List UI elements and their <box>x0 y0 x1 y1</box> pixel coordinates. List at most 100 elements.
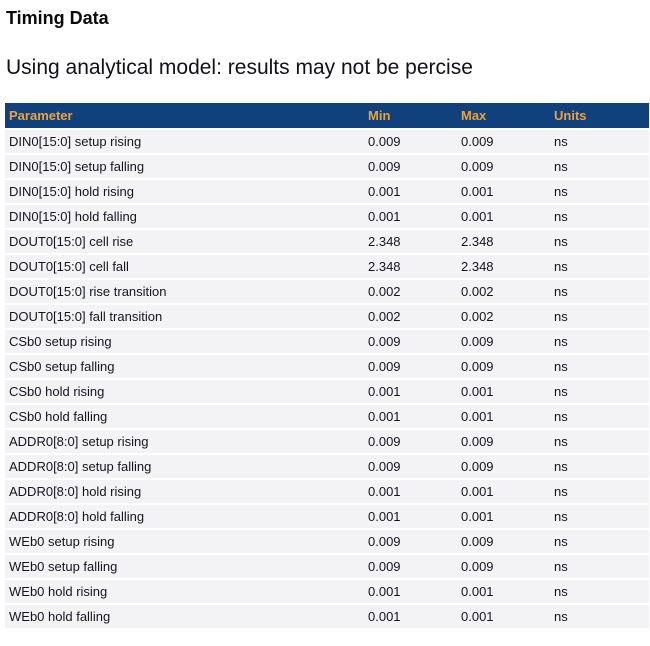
timing-table-header-row: Parameter Min Max Units <box>5 103 649 130</box>
column-header-parameter: Parameter <box>5 103 364 130</box>
min-cell: 0.009 <box>364 454 457 480</box>
max-cell: 0.001 <box>457 479 550 505</box>
min-cell: 0.009 <box>364 129 457 155</box>
table-row: WEb0 setup falling 0.009 0.009 ns <box>5 554 649 580</box>
parameter-cell: DOUT0[15:0] cell fall <box>5 254 364 280</box>
min-cell: 0.001 <box>364 604 457 630</box>
table-row: DIN0[15:0] hold rising 0.001 0.001 ns <box>5 179 649 205</box>
max-cell: 0.009 <box>457 529 550 555</box>
max-cell: 0.009 <box>457 129 550 155</box>
max-cell: 0.001 <box>457 504 550 530</box>
table-row: CSb0 setup rising 0.009 0.009 ns <box>5 329 649 355</box>
units-cell: ns <box>550 329 649 355</box>
table-row: CSb0 hold rising 0.001 0.001 ns <box>5 379 649 405</box>
units-cell: ns <box>550 129 649 155</box>
units-cell: ns <box>550 379 649 405</box>
parameter-cell: ADDR0[8:0] setup rising <box>5 429 364 455</box>
max-cell: 0.002 <box>457 304 550 330</box>
max-cell: 0.001 <box>457 179 550 205</box>
units-cell: ns <box>550 254 649 280</box>
units-cell: ns <box>550 454 649 480</box>
parameter-cell: WEb0 hold rising <box>5 579 364 605</box>
parameter-cell: WEb0 hold falling <box>5 604 364 630</box>
parameter-cell: DIN0[15:0] setup rising <box>5 129 364 155</box>
max-cell: 2.348 <box>457 254 550 280</box>
parameter-cell: WEb0 setup falling <box>5 554 364 580</box>
max-cell: 0.001 <box>457 579 550 605</box>
table-row: CSb0 setup falling 0.009 0.009 ns <box>5 354 649 380</box>
table-row: ADDR0[8:0] hold rising 0.001 0.001 ns <box>5 479 649 505</box>
units-cell: ns <box>550 404 649 430</box>
table-row: DOUT0[15:0] rise transition 0.002 0.002 … <box>5 279 649 305</box>
table-row: WEb0 setup rising 0.009 0.009 ns <box>5 529 649 555</box>
table-row: DOUT0[15:0] cell rise 2.348 2.348 ns <box>5 229 649 255</box>
table-row: DIN0[15:0] hold falling 0.001 0.001 ns <box>5 204 649 230</box>
timing-table-body: DIN0[15:0] setup rising 0.009 0.009 ns D… <box>5 129 649 630</box>
table-row: ADDR0[8:0] hold falling 0.001 0.001 ns <box>5 504 649 530</box>
table-row: DOUT0[15:0] cell fall 2.348 2.348 ns <box>5 254 649 280</box>
table-row: ADDR0[8:0] setup falling 0.009 0.009 ns <box>5 454 649 480</box>
min-cell: 2.348 <box>364 254 457 280</box>
min-cell: 0.002 <box>364 279 457 305</box>
max-cell: 0.001 <box>457 379 550 405</box>
units-cell: ns <box>550 554 649 580</box>
table-row: ADDR0[8:0] setup rising 0.009 0.009 ns <box>5 429 649 455</box>
table-row: DIN0[15:0] setup falling 0.009 0.009 ns <box>5 154 649 180</box>
parameter-cell: CSb0 hold rising <box>5 379 364 405</box>
min-cell: 0.009 <box>364 354 457 380</box>
max-cell: 0.002 <box>457 279 550 305</box>
units-cell: ns <box>550 204 649 230</box>
min-cell: 0.001 <box>364 379 457 405</box>
units-cell: ns <box>550 354 649 380</box>
table-row: WEb0 hold falling 0.001 0.001 ns <box>5 604 649 630</box>
parameter-cell: DIN0[15:0] setup falling <box>5 154 364 180</box>
max-cell: 0.009 <box>457 354 550 380</box>
max-cell: 0.009 <box>457 154 550 180</box>
parameter-cell: ADDR0[8:0] hold falling <box>5 504 364 530</box>
min-cell: 0.001 <box>364 404 457 430</box>
units-cell: ns <box>550 229 649 255</box>
column-header-min: Min <box>364 103 457 130</box>
max-cell: 0.001 <box>457 204 550 230</box>
parameter-cell: CSb0 setup rising <box>5 329 364 355</box>
min-cell: 0.009 <box>364 429 457 455</box>
units-cell: ns <box>550 504 649 530</box>
units-cell: ns <box>550 304 649 330</box>
units-cell: ns <box>550 179 649 205</box>
min-cell: 0.002 <box>364 304 457 330</box>
min-cell: 0.009 <box>364 554 457 580</box>
units-cell: ns <box>550 604 649 630</box>
timing-table: Parameter Min Max Units DIN0[15:0] setup… <box>5 103 649 630</box>
max-cell: 2.348 <box>457 229 550 255</box>
table-row: DIN0[15:0] setup rising 0.009 0.009 ns <box>5 129 649 155</box>
parameter-cell: DOUT0[15:0] rise transition <box>5 279 364 305</box>
min-cell: 0.001 <box>364 204 457 230</box>
parameter-cell: DOUT0[15:0] fall transition <box>5 304 364 330</box>
parameter-cell: CSb0 setup falling <box>5 354 364 380</box>
parameter-cell: WEb0 setup rising <box>5 529 364 555</box>
table-row: WEb0 hold rising 0.001 0.001 ns <box>5 579 649 605</box>
max-cell: 0.009 <box>457 329 550 355</box>
column-header-units: Units <box>550 103 649 130</box>
units-cell: ns <box>550 579 649 605</box>
max-cell: 0.001 <box>457 404 550 430</box>
parameter-cell: ADDR0[8:0] setup falling <box>5 454 364 480</box>
table-row: CSb0 hold falling 0.001 0.001 ns <box>5 404 649 430</box>
min-cell: 0.009 <box>364 529 457 555</box>
max-cell: 0.009 <box>457 429 550 455</box>
min-cell: 0.001 <box>364 479 457 505</box>
parameter-cell: CSb0 hold falling <box>5 404 364 430</box>
parameter-cell: DIN0[15:0] hold falling <box>5 204 364 230</box>
min-cell: 2.348 <box>364 229 457 255</box>
parameter-cell: ADDR0[8:0] hold rising <box>5 479 364 505</box>
units-cell: ns <box>550 429 649 455</box>
min-cell: 0.009 <box>364 329 457 355</box>
page-subtitle: Using analytical model: results may not … <box>6 56 473 79</box>
units-cell: ns <box>550 154 649 180</box>
min-cell: 0.009 <box>364 154 457 180</box>
units-cell: ns <box>550 529 649 555</box>
table-row: DOUT0[15:0] fall transition 0.002 0.002 … <box>5 304 649 330</box>
max-cell: 0.009 <box>457 554 550 580</box>
min-cell: 0.001 <box>364 504 457 530</box>
